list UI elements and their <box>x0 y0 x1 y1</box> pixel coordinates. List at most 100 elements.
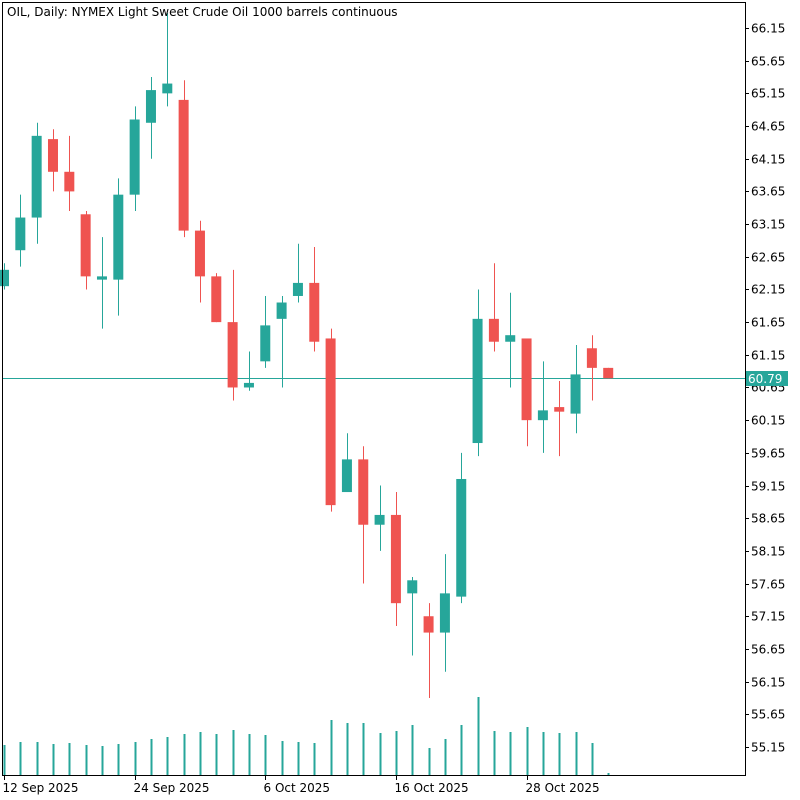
candle[interactable] <box>488 263 499 352</box>
candle-body <box>521 338 532 421</box>
candle[interactable] <box>505 292 516 388</box>
y-tick-label: 63.65 <box>751 185 785 199</box>
x-tick-label: 24 Sep 2025 <box>134 781 210 795</box>
candle-body <box>309 282 320 342</box>
y-tick-label: 66.15 <box>751 22 785 36</box>
candle[interactable] <box>113 178 124 316</box>
y-tick-label: 55.65 <box>751 708 785 722</box>
candle-body <box>0 269 9 287</box>
x-tick-label: 12 Sep 2025 <box>3 781 79 795</box>
price-axis[interactable]: 66.15 65.65 65.15 64.65 64.15 63.65 63.15 62.65… <box>745 22 785 755</box>
candle[interactable] <box>570 344 581 434</box>
candle[interactable] <box>341 433 352 493</box>
y-tick-label: 59.65 <box>751 447 785 461</box>
y-tick-label: 58.65 <box>751 512 785 526</box>
candle-body <box>145 90 156 123</box>
candle-body <box>243 382 254 388</box>
candle[interactable] <box>456 452 467 604</box>
candle-body <box>162 83 173 94</box>
candle[interactable] <box>390 492 401 627</box>
candle[interactable] <box>80 211 91 290</box>
candle[interactable] <box>260 295 271 368</box>
candle[interactable] <box>537 361 548 453</box>
y-tick-label: 61.65 <box>751 316 785 330</box>
candle[interactable] <box>227 269 238 401</box>
candle-body <box>358 459 369 525</box>
candle-body <box>227 322 238 388</box>
current-price-tag-bg <box>746 371 788 386</box>
candle[interactable] <box>47 129 58 192</box>
volume-histogram <box>3 697 610 775</box>
x-tick-label: 6 Oct 2025 <box>264 781 331 795</box>
chart-title: OIL, Daily: NYMEX Light Sweet Crude Oil … <box>7 5 398 19</box>
candle-body <box>129 119 140 195</box>
candle[interactable] <box>276 295 287 388</box>
candle[interactable] <box>96 237 107 329</box>
y-tick-label: 55.15 <box>751 741 785 755</box>
candle-body <box>260 325 271 362</box>
candle-body <box>113 194 124 280</box>
candle[interactable] <box>194 220 205 303</box>
candle-body <box>423 616 434 633</box>
candle[interactable] <box>15 194 26 267</box>
y-tick-label: 65.65 <box>751 55 785 69</box>
candle[interactable] <box>145 77 156 159</box>
current-price-tag: 60.79 <box>746 371 788 386</box>
y-tick-label: 65.15 <box>751 87 785 101</box>
candle-body <box>31 135 42 218</box>
candle[interactable] <box>211 273 222 323</box>
candle[interactable] <box>603 367 614 379</box>
candle-body <box>178 99 189 231</box>
y-tick-label: 57.15 <box>751 610 785 624</box>
candle-body <box>96 276 107 280</box>
candle-body <box>292 282 303 296</box>
time-axis[interactable]: 12 Sep 2025 24 Sep 2025 6 Oct 2025 16 Oct 2… <box>3 775 600 795</box>
candle[interactable] <box>472 289 483 457</box>
candle[interactable] <box>586 335 597 401</box>
candle[interactable] <box>423 603 434 698</box>
candle[interactable] <box>129 106 140 212</box>
y-tick-label: 63.15 <box>751 218 785 232</box>
y-tick-label: 60.15 <box>751 414 785 428</box>
candle[interactable] <box>439 554 450 672</box>
candle[interactable] <box>554 380 565 457</box>
x-tick-label: 28 Oct 2025 <box>526 781 600 795</box>
y-tick-label: 59.15 <box>751 480 785 494</box>
y-tick-label: 61.15 <box>751 349 785 363</box>
candle[interactable] <box>292 243 303 303</box>
y-tick-label: 58.15 <box>751 545 785 559</box>
candle-body <box>407 580 418 594</box>
candle[interactable] <box>521 338 532 447</box>
candle[interactable] <box>309 246 320 352</box>
candle-body <box>194 230 205 277</box>
y-tick-label: 56.15 <box>751 676 785 690</box>
candle[interactable] <box>178 80 189 238</box>
candle[interactable] <box>0 263 9 290</box>
candle[interactable] <box>358 446 369 584</box>
candle-body <box>488 318 499 342</box>
plot-frame <box>2 2 746 776</box>
candle-body <box>456 478 467 597</box>
candle[interactable] <box>374 485 385 551</box>
candle[interactable] <box>243 351 254 391</box>
candle-body <box>570 374 581 414</box>
y-tick-label: 57.65 <box>751 578 785 592</box>
y-tick-label: 64.15 <box>751 153 785 167</box>
candle-body <box>341 459 352 493</box>
candle-body <box>374 514 385 525</box>
candle[interactable] <box>31 122 42 244</box>
candle-body <box>80 214 91 277</box>
candle[interactable] <box>325 328 336 512</box>
candle-body <box>276 302 287 319</box>
candle[interactable] <box>407 577 418 656</box>
current-price-label: 60.79 <box>748 372 782 386</box>
candle-body <box>15 217 26 251</box>
candle-body <box>554 407 565 412</box>
y-tick-label: 62.65 <box>751 251 785 265</box>
y-tick-label: 64.65 <box>751 120 785 134</box>
candle[interactable] <box>162 12 173 107</box>
candle[interactable] <box>64 135 75 212</box>
